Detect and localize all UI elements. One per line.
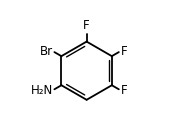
Text: H₂N: H₂N [30,84,53,97]
Text: F: F [120,45,127,58]
Text: F: F [120,84,127,97]
Text: Br: Br [40,45,53,58]
Text: F: F [83,19,90,32]
